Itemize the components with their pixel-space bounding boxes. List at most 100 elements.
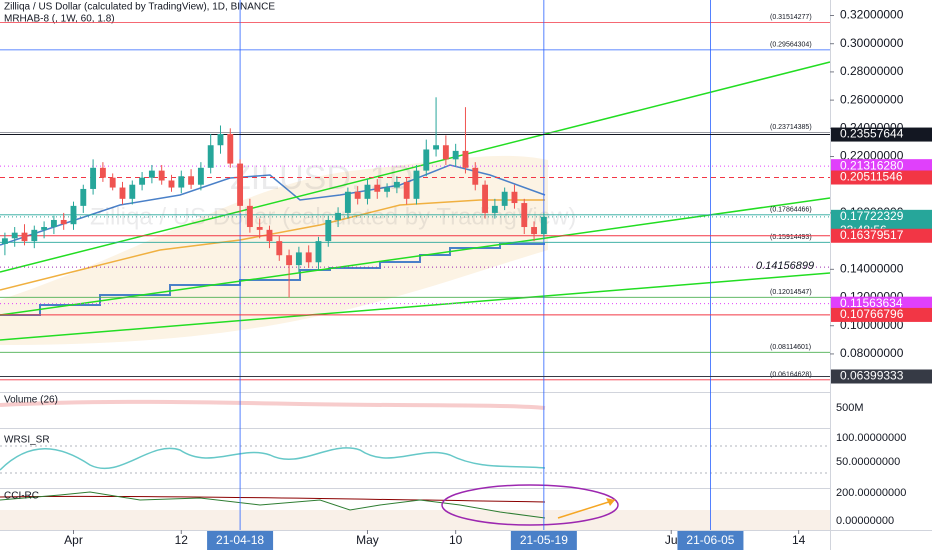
watermark: Zilliqa / US Dollar (calculated by Tradi… (90, 203, 576, 230)
candle-body (90, 167, 97, 189)
fib-label: (0.31514277) (770, 14, 812, 21)
candle-body (158, 170, 165, 181)
candle-body (501, 191, 508, 206)
candle-body (237, 163, 244, 206)
pane-separator (0, 530, 932, 531)
candle-body (540, 216, 547, 235)
candle-body (178, 176, 185, 188)
candle-body (129, 184, 136, 199)
candle-body (276, 241, 283, 256)
candle-body (354, 191, 361, 199)
price-badge (831, 127, 932, 142)
candle-body (21, 232, 28, 242)
x-tick-label: Ju (665, 533, 678, 547)
candle-body (31, 229, 38, 242)
candle-body (384, 187, 391, 192)
cci-band (0, 510, 830, 530)
date-highlight (510, 531, 577, 550)
pane-separator (0, 428, 830, 429)
candle-body (393, 181, 400, 188)
price-badge (831, 228, 932, 243)
candle-body (403, 181, 410, 199)
candle-body (413, 170, 420, 199)
panel-title: Volume (26) (4, 395, 58, 406)
annotation-arrowhead (606, 498, 615, 506)
fib-label: (0.15914493) (770, 234, 812, 241)
candle-body (433, 145, 440, 150)
candle-body (41, 227, 48, 230)
candle-body (217, 133, 224, 146)
candle-body (1, 238, 8, 244)
candle-body (374, 184, 381, 192)
candle-body (295, 252, 302, 266)
price-badge-label: 0.17722329 (840, 209, 904, 223)
x-tick-label: 21-04-18 (216, 533, 264, 547)
panel-axis-label: 100.00000000 (836, 432, 906, 444)
x-tick-label: 21-06-05 (686, 533, 734, 547)
candle-body (305, 252, 312, 263)
candle-body (148, 170, 155, 178)
y-tick-label: 0.26000000 (840, 92, 904, 106)
candle-body (50, 219, 57, 228)
fib-label: (0.23714385) (770, 124, 812, 131)
candle-body (325, 219, 332, 242)
fib-label: (0.08114601) (770, 344, 811, 351)
candle-body (511, 191, 518, 204)
price-badge-label: 0.16379517 (840, 228, 904, 242)
candle-body (80, 188, 87, 206)
date-highlight (207, 531, 274, 550)
annotation-arrow (557, 499, 616, 519)
y-tick-label: 0.28000000 (840, 64, 904, 78)
candle-body (315, 241, 322, 263)
trend-line (0, 197, 831, 316)
candle-body (531, 227, 538, 235)
pane-separator (0, 488, 830, 489)
candle-body (109, 177, 116, 188)
trend-line (0, 272, 831, 341)
candle-body (188, 176, 195, 185)
price-badge (831, 170, 932, 185)
candle-body (266, 229, 273, 242)
candle-body (472, 167, 479, 185)
candle-body (521, 203, 528, 228)
candle-body (60, 219, 67, 225)
x-tick-label: 10 (449, 533, 463, 547)
x-tick-label: 12 (175, 533, 189, 547)
cci-line (0, 491, 546, 519)
candle-body (246, 205, 253, 228)
fib-label: (0.12014547) (770, 289, 812, 296)
price-badge-label: 0.23557644 (840, 127, 904, 141)
x-tick-label: 21-05-19 (520, 533, 568, 547)
candle-body (227, 133, 234, 164)
candle-body (119, 187, 126, 199)
panel-axis-label: 0.00000000 (836, 515, 894, 527)
price-badge-label: 0.21316280 (840, 158, 904, 172)
pane-separator (0, 392, 830, 393)
wrsi-line (0, 447, 546, 471)
moving-average (0, 199, 545, 291)
date-highlight (677, 531, 744, 550)
candle-body (197, 167, 204, 185)
fib-label: (0.17864466) (770, 207, 812, 214)
candle-body (442, 145, 449, 160)
panel-axis-label: 200.00000000 (836, 487, 906, 499)
candle-body (482, 184, 489, 213)
moving-average (0, 164, 546, 246)
price-badge (831, 369, 932, 384)
indicator-title: MRHAB-8 (, 1W, 60, 1.8) (4, 14, 115, 25)
candle-body (452, 150, 459, 160)
symbol-title: Zilliqa / US Dollar (calculated by Tradi… (4, 2, 275, 13)
price-badge-label: 0.06399333 (840, 369, 904, 383)
candle-body (286, 255, 293, 266)
candle-body (168, 180, 175, 188)
axis-separator (830, 0, 831, 550)
x-tick-label: Apr (64, 533, 83, 547)
y-tick-label: 0.32000000 (840, 8, 904, 22)
fib-label: (0.29564304) (770, 42, 812, 49)
candle-body (423, 149, 430, 171)
price-badge (831, 159, 932, 174)
y-tick-label: 0.14000000 (840, 261, 904, 275)
candle-body (335, 212, 342, 220)
